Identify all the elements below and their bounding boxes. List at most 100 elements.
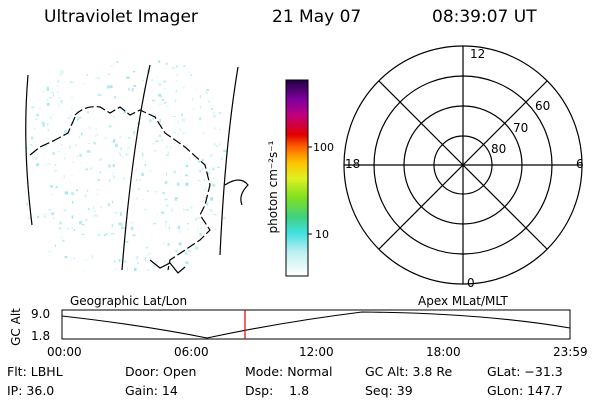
uv-speckle xyxy=(137,262,139,265)
uv-speckle xyxy=(64,157,66,160)
uv-speckle xyxy=(222,216,226,220)
uv-speckle xyxy=(126,267,128,270)
uv-speckle xyxy=(208,100,210,103)
uv-speckle xyxy=(86,73,88,76)
uv-speckle xyxy=(75,110,77,113)
uv-speckle xyxy=(184,252,188,255)
uv-speckle xyxy=(52,151,55,156)
uv-speckle xyxy=(203,179,205,181)
uv-speckle xyxy=(163,242,166,245)
uv-speckle xyxy=(71,215,74,219)
uv-speckle xyxy=(168,226,170,230)
uv-speckle xyxy=(120,224,123,227)
uv-speckle xyxy=(34,157,38,160)
uv-speckle xyxy=(174,197,177,201)
uv-speckle xyxy=(157,213,159,217)
uv-speckle xyxy=(136,179,138,182)
uv-speckle xyxy=(39,106,41,109)
uv-speckle xyxy=(114,143,118,148)
uv-speckle xyxy=(60,100,63,104)
uv-speckle xyxy=(120,147,122,150)
uv-speckle xyxy=(149,119,152,123)
uv-speckle xyxy=(46,86,49,89)
uv-speckle xyxy=(97,189,99,191)
uv-speckle xyxy=(41,121,45,125)
uv-speckle xyxy=(110,64,114,67)
uv-speckle xyxy=(42,124,45,127)
uv-speckle xyxy=(212,167,215,171)
uv-speckle xyxy=(142,198,145,200)
glat-status: GLat: −31.3 xyxy=(487,364,563,379)
uv-speckle xyxy=(121,226,123,230)
uv-speckle xyxy=(112,171,115,175)
uv-speckle xyxy=(71,107,74,111)
uv-speckle xyxy=(133,71,136,73)
uv-speckle xyxy=(130,221,134,224)
uv-speckle xyxy=(47,123,49,126)
uv-speckle xyxy=(218,112,222,114)
uv-speckle xyxy=(158,60,161,63)
uv-speckle xyxy=(108,164,111,168)
uv-speckle xyxy=(46,87,50,91)
uv-speckle xyxy=(164,220,168,223)
uv-speckle xyxy=(185,209,189,211)
uv-speckle xyxy=(43,151,46,153)
uv-speckle xyxy=(213,214,217,216)
uv-speckle xyxy=(181,113,183,117)
uv-speckle xyxy=(57,80,60,84)
uv-speckle xyxy=(88,143,90,145)
geo-panel-label: Geographic Lat/Lon xyxy=(70,294,188,308)
uv-speckle xyxy=(197,160,201,163)
uv-speckle xyxy=(199,95,201,99)
uv-speckle xyxy=(172,67,175,69)
uv-speckle xyxy=(36,155,39,159)
uv-speckle xyxy=(57,96,61,99)
uv-speckle xyxy=(216,166,220,169)
uv-speckle xyxy=(56,91,59,94)
uv-speckle xyxy=(56,84,59,87)
uv-speckle xyxy=(93,141,95,144)
uv-speckle xyxy=(152,99,156,102)
uv-speckle xyxy=(158,103,162,106)
uv-speckle xyxy=(125,241,129,243)
uv-speckle xyxy=(188,156,191,160)
uv-speckle xyxy=(214,127,216,130)
uv-speckle xyxy=(71,174,74,177)
date-label: 21 May 07 xyxy=(272,7,362,27)
uv-speckle xyxy=(112,115,115,119)
uv-speckle xyxy=(62,239,65,242)
uv-speckle xyxy=(99,171,102,174)
uv-speckle xyxy=(133,131,136,135)
mlt-label-12: 12 xyxy=(470,47,486,61)
uv-speckle xyxy=(146,246,148,249)
uv-speckle xyxy=(47,128,49,131)
lat-label-80: 80 xyxy=(491,142,507,156)
colorbar-unit-label: photon cm⁻²s⁻¹ xyxy=(266,140,280,234)
uv-speckle xyxy=(151,79,154,82)
uv-speckle xyxy=(133,85,136,87)
uv-speckle xyxy=(131,88,134,91)
uv-speckle xyxy=(97,93,102,96)
uv-speckle xyxy=(167,243,170,246)
time-label: 08:39:07 UT xyxy=(432,7,537,27)
uv-speckle xyxy=(112,139,116,143)
uv-speckle xyxy=(112,164,115,168)
uv-speckle xyxy=(64,129,67,133)
geographic-image xyxy=(25,60,249,274)
uv-speckle xyxy=(214,143,216,146)
uv-speckle xyxy=(114,267,117,271)
uv-speckle xyxy=(71,226,74,230)
uv-speckle xyxy=(56,185,58,187)
uv-speckle xyxy=(199,232,202,236)
uv-speckle xyxy=(120,197,123,200)
door-status: Door: Open xyxy=(125,364,197,379)
uv-speckle xyxy=(205,90,208,95)
uv-speckle xyxy=(93,142,97,145)
uv-speckle xyxy=(36,113,39,117)
uv-speckle xyxy=(123,260,127,263)
mlt-label-18: 18 xyxy=(345,157,361,171)
uv-speckle xyxy=(166,104,168,108)
uv-speckle xyxy=(25,191,27,193)
uv-speckle xyxy=(48,96,52,99)
uv-speckle xyxy=(160,95,162,98)
